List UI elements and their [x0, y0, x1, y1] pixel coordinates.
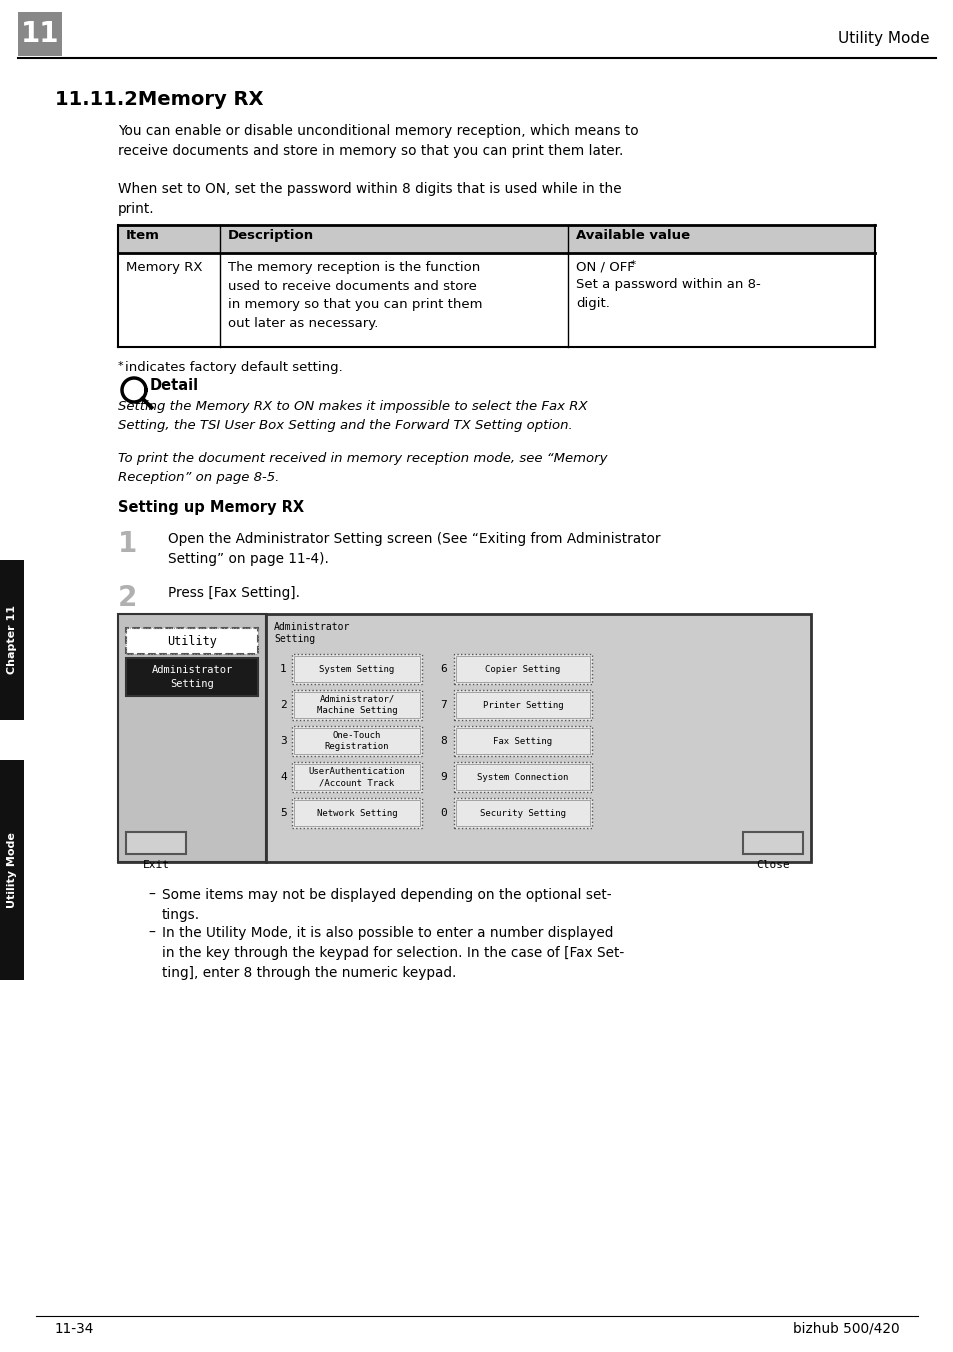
Text: Open the Administrator Setting screen (See “Exiting from Administrator
Setting” : Open the Administrator Setting screen (S… — [168, 531, 659, 566]
Bar — [292, 763, 421, 792]
Bar — [456, 764, 589, 790]
Bar — [294, 727, 419, 754]
Bar — [292, 798, 421, 827]
Bar — [294, 692, 419, 718]
Text: Utility Mode: Utility Mode — [838, 31, 929, 46]
Bar — [118, 614, 266, 863]
Text: Chapter 11: Chapter 11 — [7, 606, 17, 675]
Text: 9: 9 — [439, 772, 446, 781]
Text: UserAuthentication
/Account Track: UserAuthentication /Account Track — [309, 767, 405, 787]
Bar — [126, 831, 186, 854]
Text: 0: 0 — [439, 808, 446, 818]
Text: The memory reception is the function
used to receive documents and store
in memo: The memory reception is the function use… — [228, 261, 482, 330]
Text: 2: 2 — [118, 584, 137, 612]
Text: Utility Mode: Utility Mode — [7, 831, 17, 909]
Text: 3: 3 — [280, 735, 287, 746]
Text: 11.11.2Memory RX: 11.11.2Memory RX — [55, 91, 263, 110]
Bar — [0, 560, 24, 721]
Bar — [118, 224, 874, 253]
Bar — [294, 800, 419, 826]
Bar — [454, 726, 592, 756]
Text: bizhub 500/420: bizhub 500/420 — [793, 1322, 899, 1336]
Text: 6: 6 — [439, 664, 446, 675]
Text: 7: 7 — [439, 700, 446, 710]
Text: Administrator
Setting: Administrator Setting — [274, 622, 350, 645]
Text: Copier Setting: Copier Setting — [485, 664, 560, 673]
Text: 2: 2 — [280, 700, 287, 710]
Text: 5: 5 — [280, 808, 287, 818]
Bar — [454, 798, 592, 827]
Text: Available value: Available value — [576, 228, 689, 242]
Bar — [118, 614, 810, 863]
Bar — [456, 692, 589, 718]
Text: Exit: Exit — [142, 860, 170, 869]
Text: *: * — [118, 361, 124, 370]
Text: To print the document received in memory reception mode, see “Memory
Reception” : To print the document received in memory… — [118, 452, 607, 484]
Bar — [454, 690, 592, 721]
Text: *: * — [630, 260, 636, 270]
Text: –: – — [148, 926, 154, 940]
Text: Description: Description — [228, 228, 314, 242]
Text: Administrator
Setting: Administrator Setting — [152, 665, 233, 688]
Bar — [456, 727, 589, 754]
Text: Fax Setting: Fax Setting — [493, 737, 552, 745]
Text: Press [Fax Setting].: Press [Fax Setting]. — [168, 585, 299, 600]
Text: System Setting: System Setting — [319, 664, 395, 673]
Bar — [292, 690, 421, 721]
Text: Close: Close — [756, 860, 789, 869]
Text: Setting up Memory RX: Setting up Memory RX — [118, 500, 304, 515]
Bar — [454, 763, 592, 792]
Text: Utility: Utility — [167, 634, 216, 648]
Text: 1: 1 — [280, 664, 287, 675]
Bar — [456, 800, 589, 826]
Text: ON / OFF: ON / OFF — [576, 261, 634, 274]
Bar — [294, 656, 419, 681]
Bar — [126, 627, 257, 654]
Text: 8: 8 — [439, 735, 446, 746]
Text: Detail: Detail — [150, 379, 199, 393]
Text: Administrator/
Machine Setting: Administrator/ Machine Setting — [316, 695, 396, 715]
Bar — [742, 831, 802, 854]
Text: 11: 11 — [21, 20, 59, 49]
Text: Printer Setting: Printer Setting — [482, 700, 562, 710]
Text: You can enable or disable unconditional memory reception, which means to
receive: You can enable or disable unconditional … — [118, 124, 638, 158]
Bar — [292, 654, 421, 684]
Text: Set a password within an 8-
digit.: Set a password within an 8- digit. — [576, 279, 760, 310]
Bar — [454, 654, 592, 684]
Text: In the Utility Mode, it is also possible to enter a number displayed
in the key : In the Utility Mode, it is also possible… — [162, 926, 623, 980]
Text: 11-34: 11-34 — [55, 1322, 94, 1336]
Text: Memory RX: Memory RX — [126, 261, 202, 274]
Bar — [18, 12, 62, 55]
Bar — [126, 658, 257, 696]
Bar — [126, 627, 257, 654]
Text: 1: 1 — [118, 530, 137, 558]
Text: indicates factory default setting.: indicates factory default setting. — [125, 361, 342, 375]
Bar — [0, 760, 24, 980]
Text: When set to ON, set the password within 8 digits that is used while in the
print: When set to ON, set the password within … — [118, 183, 621, 216]
Text: System Connection: System Connection — [476, 772, 568, 781]
Text: 4: 4 — [280, 772, 287, 781]
Text: Setting the Memory RX to ON makes it impossible to select the Fax RX
Setting, th: Setting the Memory RX to ON makes it imp… — [118, 400, 587, 433]
Bar — [294, 764, 419, 790]
Bar — [292, 726, 421, 756]
Text: Item: Item — [126, 228, 160, 242]
Text: Network Setting: Network Setting — [316, 808, 396, 818]
Text: One-Touch
Registration: One-Touch Registration — [324, 731, 389, 752]
Text: Some items may not be displayed depending on the optional set-
tings.: Some items may not be displayed dependin… — [162, 888, 611, 922]
Text: Security Setting: Security Setting — [479, 808, 565, 818]
Bar — [456, 656, 589, 681]
Text: –: – — [148, 888, 154, 902]
